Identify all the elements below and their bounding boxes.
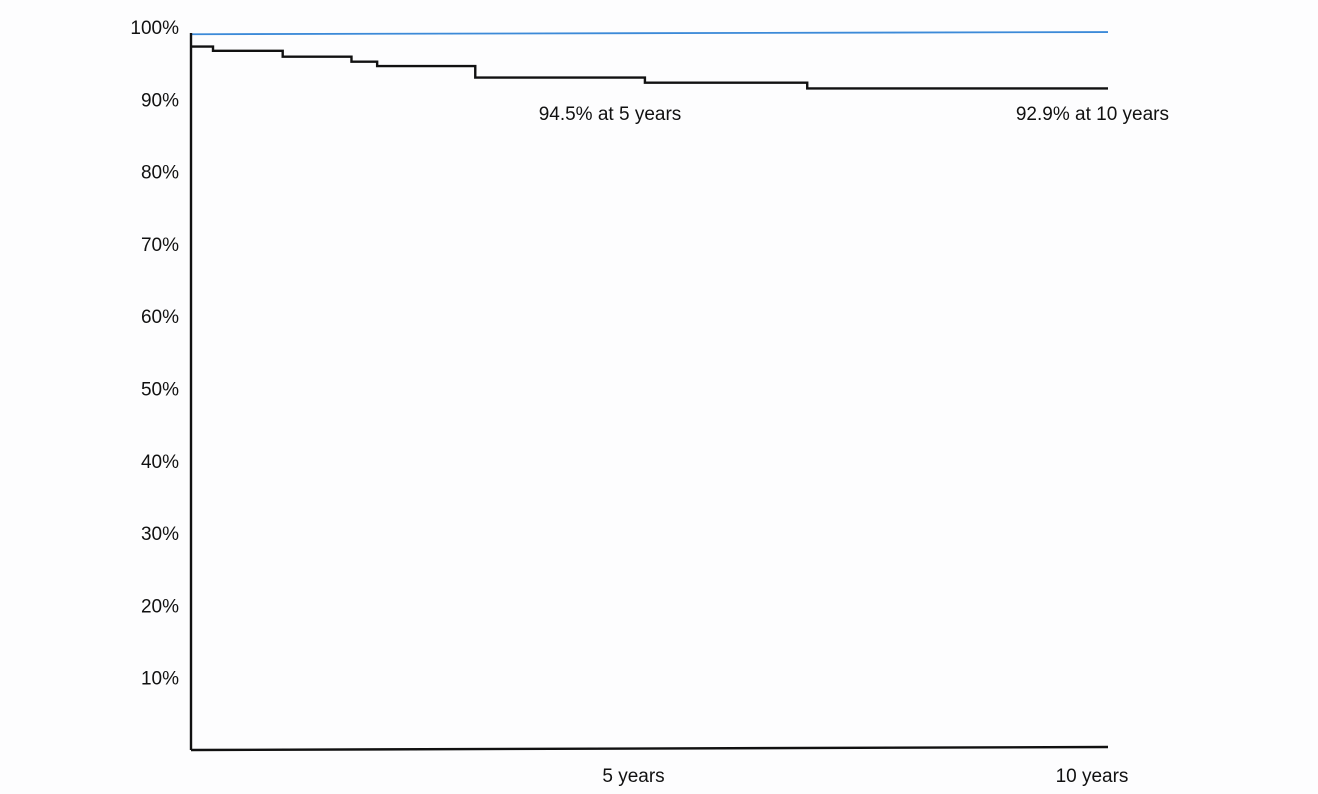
x-tick-labels: 5 years 10 years: [602, 766, 1128, 787]
y-tick-label: 100%: [130, 18, 179, 39]
series-line-1: [191, 45, 1108, 90]
annotation-label: 92.9% at 10 years: [1016, 104, 1169, 125]
series-line-0: [190, 31, 1109, 36]
y-tick-label: 40%: [141, 452, 179, 473]
y-tick-labels: 10% 20% 30% 40% 50% 60% 70% 80% 90% 100%: [130, 18, 179, 690]
y-tick-label: 20%: [141, 596, 179, 617]
x-tick-label: 10 years: [1056, 766, 1129, 787]
y-tick-label: 60%: [141, 307, 179, 328]
annotations: 94.5% at 5 years 92.9% at 10 years: [539, 104, 1169, 125]
annotation-label: 94.5% at 5 years: [539, 104, 682, 125]
x-tick-label: 5 years: [602, 766, 664, 787]
y-tick-label: 80%: [141, 163, 179, 184]
series-layer: [190, 31, 1109, 90]
y-tick-label: 30%: [141, 524, 179, 545]
y-tick-label: 10%: [141, 669, 179, 690]
y-tick-label: 50%: [141, 380, 179, 401]
y-tick-label: 70%: [141, 235, 179, 256]
x-axis-line: [190, 745, 1109, 752]
y-tick-label: 90%: [141, 90, 179, 111]
